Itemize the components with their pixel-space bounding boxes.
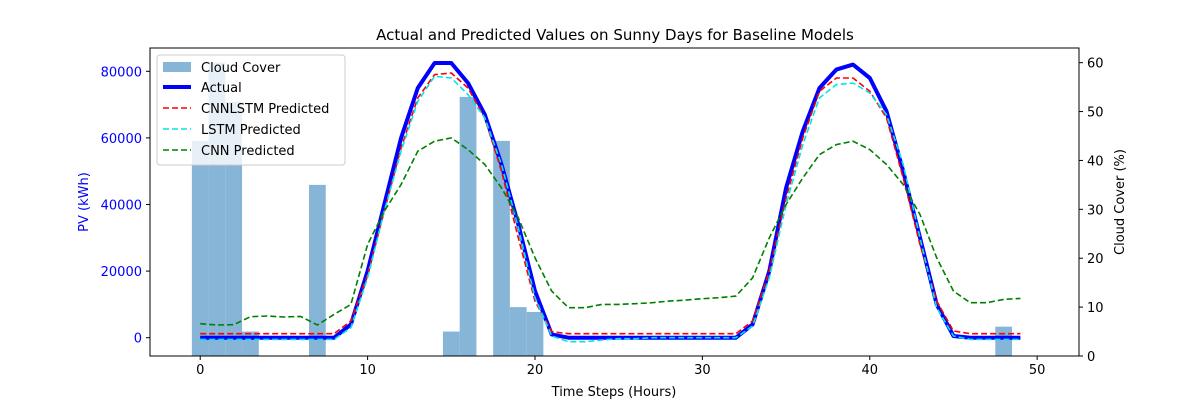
x-tick-label: 0	[196, 363, 204, 378]
cloud-cover-bar	[526, 312, 544, 356]
y-axis-left-label: PV (kWh)	[77, 172, 92, 232]
y-left-tick-label: 0	[134, 332, 142, 347]
y-right-tick-label: 0	[1087, 350, 1095, 365]
x-tick-label: 20	[527, 363, 544, 378]
y-axis-left: 0 20000 40000 60000 80000	[101, 65, 150, 347]
x-tick-label: 40	[861, 363, 878, 378]
cloud-cover-bar	[191, 140, 209, 356]
series-line-cnnlstm	[200, 72, 1021, 335]
legend-swatch-cloud	[163, 62, 191, 72]
legend-label-cloud: Cloud Cover	[201, 61, 281, 76]
x-axis: 0 10 20 30 40 50	[196, 356, 1045, 378]
cloud-cover-bar	[995, 326, 1013, 356]
cloud-cover-bar	[442, 331, 460, 356]
x-tick-label: 30	[694, 363, 711, 378]
legend-label-lstm: LSTM Predicted	[201, 123, 301, 138]
y-left-tick-label: 80000	[101, 65, 142, 80]
cloud-cover-bar	[309, 184, 326, 356]
cloud-cover-bar	[493, 140, 510, 356]
legend-label-cnnlstm: CNNLSTM Predicted	[201, 102, 329, 117]
x-axis-label: Time Steps (Hours)	[551, 385, 677, 400]
series-lines	[200, 61, 1021, 343]
cloud-cover-bar	[509, 307, 527, 356]
plot-frame	[149, 47, 1080, 357]
y-right-tick-label: 10	[1087, 301, 1104, 316]
legend-label-actual: Actual	[201, 81, 242, 96]
y-left-tick-label: 20000	[101, 265, 142, 280]
chart-title: Actual and Predicted Values on Sunny Day…	[376, 26, 854, 44]
legend-box	[156, 54, 346, 166]
y-axis-right: 0 10 20 30 40 50 60	[1079, 57, 1104, 365]
y-right-tick-label: 50	[1087, 106, 1104, 121]
y-left-tick-label: 60000	[101, 132, 142, 147]
series-line-actual	[200, 61, 1021, 340]
y-right-tick-label: 40	[1087, 154, 1104, 169]
y-right-tick-label: 60	[1087, 57, 1104, 72]
y-right-tick-label: 20	[1087, 252, 1104, 267]
y-right-tick-label: 30	[1087, 203, 1104, 218]
legend-label-cnn: CNN Predicted	[201, 144, 295, 159]
series-line-lstm	[200, 75, 1021, 343]
cloud-cover-bar	[242, 331, 259, 356]
x-tick-label: 10	[359, 363, 376, 378]
x-tick-label: 50	[1029, 363, 1046, 378]
cloud-cover-bar	[459, 96, 477, 356]
y-left-tick-label: 40000	[101, 198, 142, 213]
y-axis-right-label: Cloud Cover (%)	[1113, 149, 1128, 255]
legend: Cloud Cover Actual CNNLSTM Predicted LST…	[156, 54, 346, 166]
series-line-cnn	[200, 137, 1021, 326]
